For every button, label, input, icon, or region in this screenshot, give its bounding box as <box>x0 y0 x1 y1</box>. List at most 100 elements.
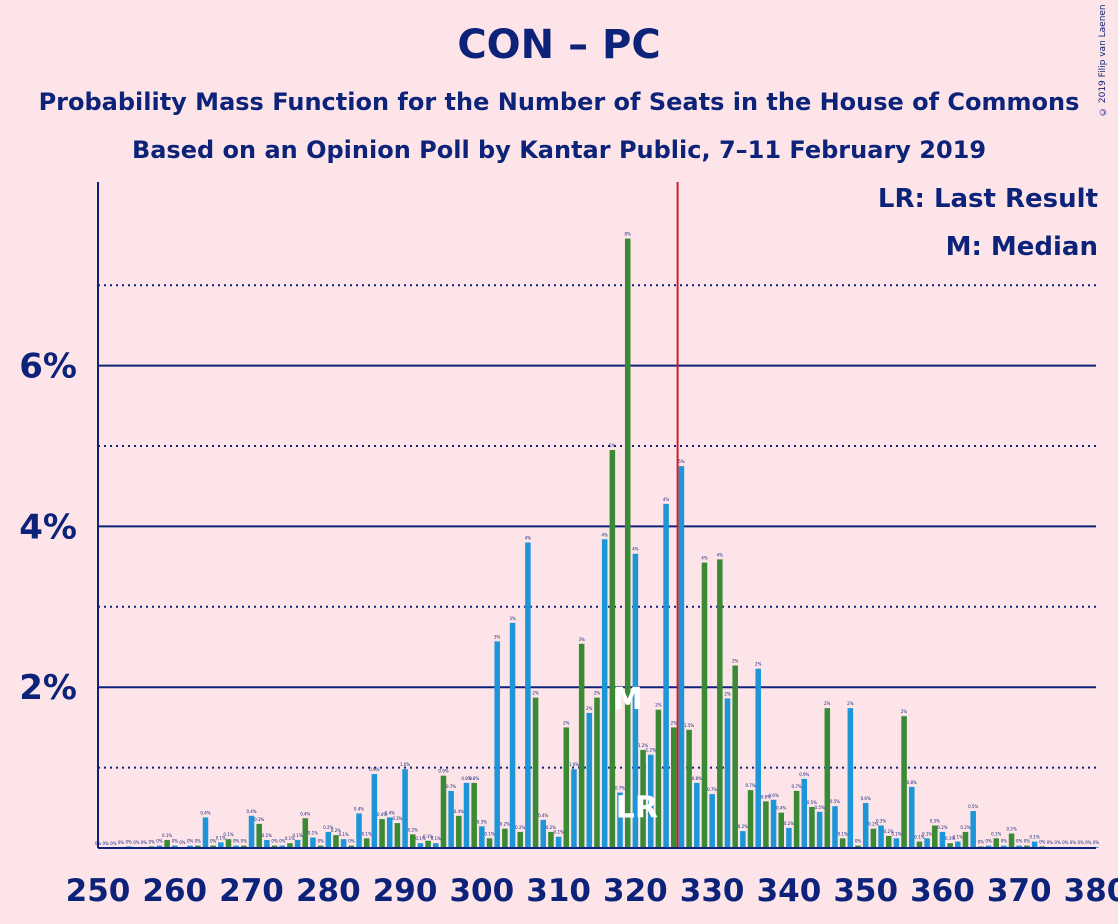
bar <box>448 790 454 848</box>
bar-value-label: 0.3% <box>876 818 886 823</box>
bar-value-label: 4% <box>663 497 670 502</box>
bar <box>548 831 554 848</box>
bar <box>916 841 923 848</box>
bar-value-label: 0% <box>133 840 140 845</box>
bar <box>732 665 738 848</box>
bar <box>517 831 523 848</box>
bar-value-label: 0.9% <box>438 769 448 774</box>
bar-value-label: 0.6% <box>861 796 871 801</box>
bar <box>494 641 500 848</box>
bar <box>955 841 961 848</box>
bar <box>993 838 999 848</box>
bar <box>724 698 731 848</box>
bar-value-label: 0% <box>1016 839 1023 844</box>
bar-value-label: 0.5% <box>830 799 840 804</box>
bar <box>601 539 608 848</box>
bar <box>571 769 577 848</box>
bar <box>540 819 547 848</box>
bar-value-label: 0% <box>1085 840 1092 845</box>
bar <box>248 815 255 848</box>
bar-value-label: 4% <box>601 532 608 537</box>
bar <box>287 843 293 848</box>
y-tick-label: 6% <box>19 347 77 387</box>
x-tick-label: 330 <box>680 873 745 909</box>
bar-value-label: 0.1% <box>953 835 963 840</box>
x-tick-label: 290 <box>373 873 438 909</box>
x-tick-label: 320 <box>603 873 668 909</box>
bar <box>740 831 746 848</box>
bar-value-label: 0.1% <box>293 833 303 838</box>
bar <box>532 697 539 848</box>
bar-value-label: 0.1% <box>1029 835 1039 840</box>
bar-value-label: 2% <box>755 662 762 667</box>
bar-value-label: 2% <box>671 720 678 725</box>
bar-value-label: 0.4% <box>200 810 210 815</box>
bar-value-label: 0.2% <box>408 827 418 832</box>
bar <box>862 802 869 848</box>
bar-value-label: 0% <box>149 839 156 844</box>
bar-value-label: 0% <box>141 840 148 845</box>
bar-value-label: 1.2% <box>646 748 656 753</box>
bar-value-label: 0% <box>241 839 248 844</box>
chart-subtitle: Probability Mass Function for the Number… <box>38 88 1080 116</box>
bar-value-labels: 0%0%0%0%0%0%0%0%0%0.1%0%0%0%0%0.4%0%0.1%… <box>95 232 1100 846</box>
bar <box>502 828 508 848</box>
bar <box>348 845 355 848</box>
bar-value-label: 0.6% <box>768 793 778 798</box>
bar-value-label: 0% <box>179 840 186 845</box>
bar-value-label: 0.4% <box>454 809 464 814</box>
bar-value-label: 0% <box>978 839 985 844</box>
bar <box>356 813 362 848</box>
bar <box>640 749 646 848</box>
bar <box>701 562 708 848</box>
bar-value-label: 0% <box>172 839 179 844</box>
bar-value-label: 0% <box>855 839 862 844</box>
bar <box>218 842 224 848</box>
bar <box>394 823 401 848</box>
bar-value-label: 1.5% <box>684 723 694 728</box>
bar <box>402 769 408 848</box>
bar-value-label: 0% <box>1093 840 1100 845</box>
bar-value-label: 0.8% <box>461 776 471 781</box>
bar-value-label: 0.1% <box>162 833 172 838</box>
bar-value-label: 0.6% <box>761 794 771 799</box>
bar-value-label: 2% <box>847 701 854 706</box>
bar <box>878 825 884 848</box>
bar-value-label: 2% <box>824 701 831 706</box>
axes: 2% 4% 6% 250 260 270 280 290 300 310 320 330 340 350 3… <box>19 182 1118 909</box>
x-tick-label: 370 <box>987 873 1052 909</box>
bar-value-label: 0% <box>1024 839 1031 844</box>
x-tick-label: 260 <box>142 873 207 909</box>
bar-value-label: 8% <box>625 232 632 237</box>
bar-value-label: 0.4% <box>538 813 548 818</box>
bar <box>509 622 516 848</box>
bar-value-label: 0% <box>156 839 163 844</box>
bar-value-label: 0% <box>1070 840 1077 845</box>
bar-value-label: 1.0% <box>400 762 410 767</box>
bar <box>409 834 416 848</box>
x-tick-label: 310 <box>526 873 591 909</box>
bar <box>479 826 485 848</box>
bar <box>195 845 201 848</box>
bar-value-label: 0% <box>1039 839 1046 844</box>
bar <box>333 835 339 848</box>
bar <box>747 790 754 848</box>
bar-value-label: 4% <box>717 552 724 557</box>
bar <box>456 815 462 848</box>
bar <box>717 559 723 848</box>
bar <box>770 799 777 848</box>
bar <box>317 845 324 848</box>
bar-value-label: 0.1% <box>838 831 848 836</box>
bar-value-label: 0.1% <box>285 836 295 841</box>
bar <box>325 831 332 848</box>
bar-value-label: 2% <box>532 691 539 696</box>
bar <box>901 716 907 848</box>
y-tick-label: 4% <box>19 507 77 547</box>
x-tick-label: 380 <box>1064 873 1118 909</box>
bar-value-label: 0.2% <box>937 825 947 830</box>
bar-value-label: 0.7% <box>615 786 625 791</box>
bar <box>624 238 631 848</box>
bar-value-label: 2% <box>655 703 662 708</box>
bar <box>709 794 715 848</box>
bar-value-label: 0.2% <box>500 822 510 827</box>
